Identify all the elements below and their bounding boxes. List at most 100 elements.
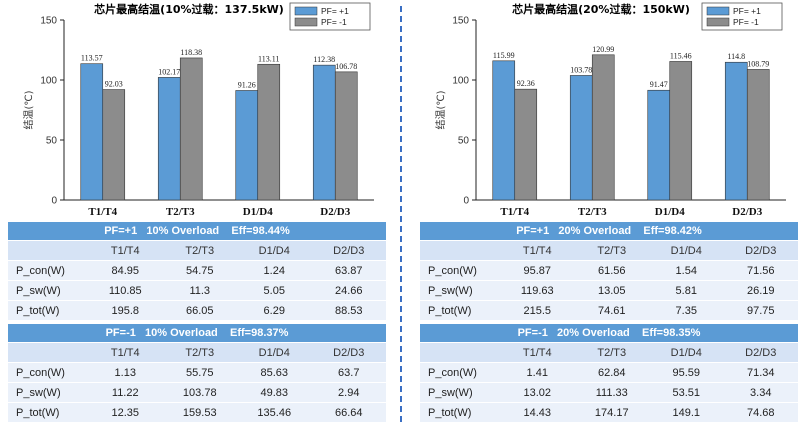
data-label: 113.57 — [81, 54, 103, 63]
table-row: P_tot(W) 195.8 66.05 6.29 88.53 — [8, 300, 386, 321]
table-cell: 7.35 — [649, 300, 724, 321]
y-tick-label: 150 — [452, 16, 469, 27]
table-cell: 85.63 — [237, 362, 312, 383]
table-row: P_con(W) 1.13 55.75 85.63 63.7 — [8, 362, 386, 383]
bar-pf-plus1 — [157, 77, 181, 201]
loss-table-pf-minus1-10pct: PF=-1 10% Overload Eff=98.37% T1/T4 T2/T3 D… — [8, 324, 386, 423]
table-header: PF=-1 20% Overload Eff=98.35% — [420, 324, 798, 343]
column-header — [420, 240, 500, 261]
column-header: D1/D4 — [649, 342, 724, 363]
chart-20pct-overload: 芯片最高结温(20%过载：150kW) 0 50 100 150 结温(℃) 115.99 9… — [434, 2, 786, 218]
y-tick-label: 50 — [458, 136, 470, 147]
bar-pf-minus1 — [102, 89, 126, 201]
column-header: T1/T4 — [500, 240, 575, 261]
data-label: 112.38 — [313, 55, 335, 64]
x-tick-label: D1/D4 — [655, 206, 685, 218]
x-tick-label: D2/D3 — [320, 206, 350, 218]
column-header: T2/T3 — [574, 342, 649, 363]
table-title: PF=+1 10% Overload Eff=98.44% — [8, 222, 386, 241]
table-cell: 63.7 — [311, 362, 386, 383]
bar-pf-minus1 — [514, 88, 538, 201]
legend-label: PF= +1 — [733, 6, 761, 16]
table-column-headers: T1/T4 T2/T3 D1/D4 D2/D3 — [8, 240, 386, 261]
column-header: T1/T4 — [88, 342, 163, 363]
column-header: D2/D3 — [723, 240, 798, 261]
data-label: 120.99 — [592, 45, 614, 54]
data-label: 106.78 — [335, 62, 357, 71]
column-header — [420, 342, 500, 363]
table-cell: 5.05 — [237, 280, 312, 301]
row-label: P_con(W) — [420, 260, 500, 281]
bar-pf-minus1 — [179, 57, 203, 201]
left-panel: 芯片最高结温(10%过载：137.5kW) 0 50 100 150 结温(℃) 113.5… — [4, 0, 392, 425]
column-header: D2/D3 — [723, 342, 798, 363]
bar-pf-plus1 — [312, 64, 336, 201]
loss-table-pf-minus1-20pct: PF=-1 20% Overload Eff=98.35% T1/T4 T2/T3 D… — [420, 324, 798, 423]
table-cell: 61.56 — [574, 260, 649, 281]
data-label: 118.38 — [180, 48, 202, 57]
table-cell: 1.54 — [649, 260, 724, 281]
table-cell: 49.83 — [237, 382, 312, 403]
table-cell: 88.53 — [311, 300, 386, 321]
table-cell: 103.78 — [162, 382, 237, 403]
table-cell: 2.94 — [311, 382, 386, 403]
data-label: 91.26 — [238, 80, 256, 89]
bar-pf-plus1 — [647, 89, 671, 201]
legend-swatch — [294, 6, 318, 16]
table-cell: 95.87 — [500, 260, 575, 281]
right-panel: 芯片最高结温(20%过载：150kW) 0 50 100 150 结温(℃) 115.99 9… — [416, 0, 800, 425]
chart-title: 芯片最高结温(20%过载：150kW) — [512, 2, 690, 16]
table-row: P_con(W) 1.41 62.84 95.59 71.34 — [420, 362, 798, 383]
table-header: PF=-1 10% Overload Eff=98.37% — [8, 324, 386, 343]
x-tick-label: T1/T4 — [88, 206, 117, 218]
data-label: 114.8 — [727, 52, 745, 61]
table-cell: 5.81 — [649, 280, 724, 301]
table-header: PF=+1 20% Overload Eff=98.42% — [420, 222, 798, 241]
bar-pf-minus1 — [669, 61, 693, 201]
table-cell: 24.66 — [311, 280, 386, 301]
table-column-headers: T1/T4 T2/T3 D1/D4 D2/D3 — [420, 342, 798, 363]
table-cell: 1.13 — [88, 362, 163, 383]
y-tick-label: 0 — [463, 196, 469, 207]
data-label: 102.17 — [158, 67, 180, 76]
table-cell: 215.5 — [500, 300, 575, 321]
column-header: T2/T3 — [162, 240, 237, 261]
table-cell: 1.41 — [500, 362, 575, 383]
table-cell: 66.05 — [162, 300, 237, 321]
table-cell: 159.53 — [162, 402, 237, 423]
table-title: PF=-1 20% Overload Eff=98.35% — [420, 324, 798, 343]
legend-swatch — [706, 6, 730, 16]
table-cell: 71.34 — [723, 362, 798, 383]
table-cell: 53.51 — [649, 382, 724, 403]
table-row: P_tot(W) 12.35 159.53 135.46 66.64 — [8, 402, 386, 423]
column-header: D2/D3 — [311, 240, 386, 261]
table-cell: 66.64 — [311, 402, 386, 423]
row-label: P_sw(W) — [420, 382, 500, 403]
bar-pf-minus1 — [746, 69, 770, 201]
table-column-headers: T1/T4 T2/T3 D1/D4 D2/D3 — [420, 240, 798, 261]
table-cell: 195.8 — [88, 300, 163, 321]
row-label: P_tot(W) — [420, 300, 500, 321]
table-cell: 135.46 — [237, 402, 312, 423]
row-label: P_con(W) — [420, 362, 500, 383]
column-header — [8, 240, 88, 261]
table-row: P_sw(W) 119.63 13.05 5.81 26.19 — [420, 280, 798, 301]
y-tick-label: 100 — [452, 76, 469, 87]
y-tick-label: 0 — [51, 196, 57, 207]
row-label: P_sw(W) — [8, 280, 88, 301]
loss-table-pf-plus1-20pct: PF=+1 20% Overload Eff=98.42% T1/T4 T2/T3 D… — [420, 222, 798, 321]
table-cell: 111.33 — [574, 382, 649, 403]
data-label: 91.47 — [650, 80, 668, 89]
row-label: P_con(W) — [8, 362, 88, 383]
table-cell: 95.59 — [649, 362, 724, 383]
table-cell: 14.43 — [500, 402, 575, 423]
loss-table-pf-plus1-10pct: PF=+1 10% Overload Eff=98.44% T1/T4 T2/T3 D… — [8, 222, 386, 321]
bar-pf-minus1 — [591, 54, 615, 201]
y-tick-label: 150 — [40, 16, 57, 27]
data-label: 103.78 — [570, 65, 592, 74]
table-cell: 97.75 — [723, 300, 798, 321]
x-tick-label: D2/D3 — [732, 206, 762, 218]
panel-divider — [400, 6, 402, 422]
table-cell: 11.22 — [88, 382, 163, 403]
table-cell: 84.95 — [88, 260, 163, 281]
